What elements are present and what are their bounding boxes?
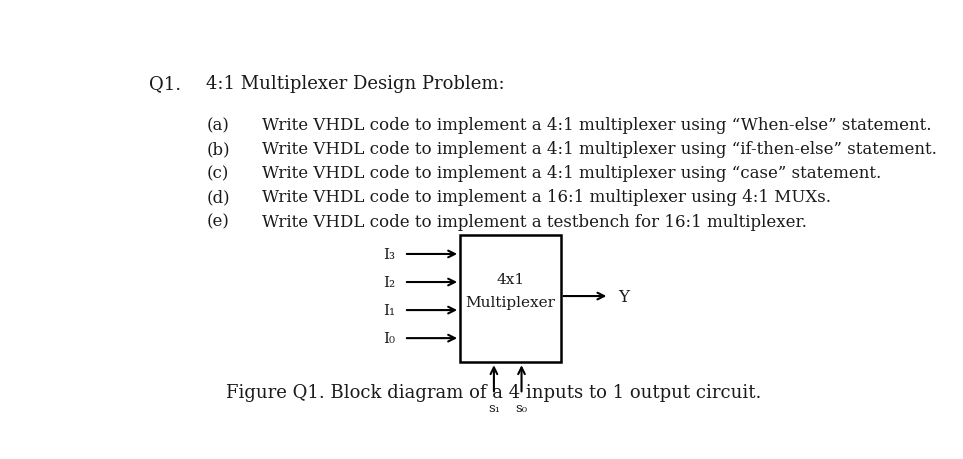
Text: Write VHDL code to implement a 4:1 multiplexer using “case” statement.: Write VHDL code to implement a 4:1 multi… xyxy=(262,165,881,182)
Text: I₃: I₃ xyxy=(383,247,395,261)
Text: Write VHDL code to implement a testbench for 16:1 multiplexer.: Write VHDL code to implement a testbench… xyxy=(262,213,807,230)
Bar xyxy=(460,235,560,363)
Text: Y: Y xyxy=(618,288,629,305)
Text: I₁: I₁ xyxy=(383,303,395,317)
Text: 4x1: 4x1 xyxy=(496,273,525,286)
Text: (a): (a) xyxy=(206,117,229,134)
Text: Figure Q1. Block diagram of a 4 inputs to 1 output circuit.: Figure Q1. Block diagram of a 4 inputs t… xyxy=(226,383,761,401)
Text: (b): (b) xyxy=(206,141,230,158)
Text: (c): (c) xyxy=(206,165,228,182)
Text: Multiplexer: Multiplexer xyxy=(465,296,556,309)
Text: s₀: s₀ xyxy=(515,401,528,414)
Text: (d): (d) xyxy=(206,189,230,206)
Text: s₁: s₁ xyxy=(488,401,500,414)
Text: I₀: I₀ xyxy=(383,331,395,345)
Text: 4:1 Multiplexer Design Problem:: 4:1 Multiplexer Design Problem: xyxy=(206,74,505,92)
Text: (e): (e) xyxy=(206,213,229,230)
Text: Write VHDL code to implement a 16:1 multiplexer using 4:1 MUXs.: Write VHDL code to implement a 16:1 mult… xyxy=(262,189,831,206)
Text: Write VHDL code to implement a 4:1 multiplexer using “When-else” statement.: Write VHDL code to implement a 4:1 multi… xyxy=(262,117,931,134)
Text: I₂: I₂ xyxy=(383,275,395,289)
Text: Q1.: Q1. xyxy=(148,74,181,92)
Text: Write VHDL code to implement a 4:1 multiplexer using “if-then-else” statement.: Write VHDL code to implement a 4:1 multi… xyxy=(262,141,937,158)
